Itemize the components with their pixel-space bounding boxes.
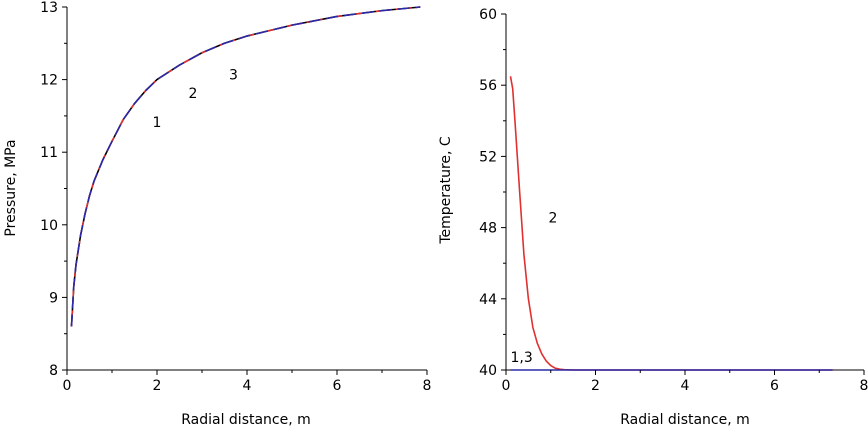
temperature-x-axis-title: Radial distance, m: [620, 412, 750, 428]
pressure-y-tick-label: 13: [40, 0, 58, 16]
pressure-y-tick-label: 10: [40, 218, 58, 234]
pressure-y-tick-label: 11: [40, 145, 58, 161]
pressure-x-tick-label: 6: [333, 378, 342, 394]
pressure-y-tick-label: 8: [49, 363, 58, 379]
pressure-series-3-line: [70, 6, 421, 327]
pressure-series-2-line: [70, 6, 421, 327]
pressure-x-tick-label: 0: [63, 378, 72, 394]
temperature-x-tick-label: 0: [502, 378, 511, 394]
temperature-y-tick-label: 56: [479, 78, 497, 94]
temperature-series-2-line: [509, 76, 833, 371]
pressure-y-tick-label: 9: [49, 290, 58, 306]
pressure-y-axis-title: Pressure, MPa: [3, 139, 19, 236]
pressure-annotations: 1 2 3: [153, 68, 238, 131]
temperature-curve-label: 1,3: [511, 350, 533, 366]
temperature-annotations: 21,3: [511, 210, 558, 366]
temperature-y-axis-title: Temperature, C: [438, 136, 454, 245]
temperature-axes: [505, 14, 864, 371]
temperature-series-layer: [509, 76, 833, 371]
pressure-axes: [66, 7, 427, 371]
pressure-x-tick-label: 8: [423, 378, 432, 394]
pressure-series-layer: [70, 6, 421, 327]
temperature-y-tick-label: 52: [479, 149, 497, 165]
pressure-x-tick-label: 2: [153, 378, 162, 394]
pressure-curve-label: 2: [189, 86, 198, 102]
temperature-y-tick-label: 40: [479, 363, 497, 379]
pressure-x-axis-title: Radial distance, m: [181, 412, 311, 428]
temperature-x-tick-label: 6: [770, 378, 779, 394]
temperature-ticks: 0 2 4 6 8 40 44 48 52 56 60: [479, 7, 868, 394]
temperature-x-tick-label: 4: [681, 378, 690, 394]
temperature-chart: 0 2 4 6 8 40 44 48 52 56 60 Radial distance, m Tem…: [438, 7, 868, 428]
pressure-curve-label: 1: [153, 115, 162, 131]
temperature-x-tick-label: 2: [591, 378, 600, 394]
temperature-y-tick-label: 48: [479, 221, 497, 237]
temperature-x-tick-label: 8: [860, 378, 868, 394]
pressure-series-1-line: [70, 6, 421, 327]
temperature-curve-label: 2: [549, 210, 558, 226]
pressure-x-tick-label: 4: [243, 378, 252, 394]
temperature-y-tick-label: 44: [479, 292, 497, 308]
pressure-curve-label: 3: [229, 68, 238, 84]
pressure-y-tick-label: 12: [40, 73, 58, 89]
temperature-y-tick-label: 60: [479, 7, 497, 23]
